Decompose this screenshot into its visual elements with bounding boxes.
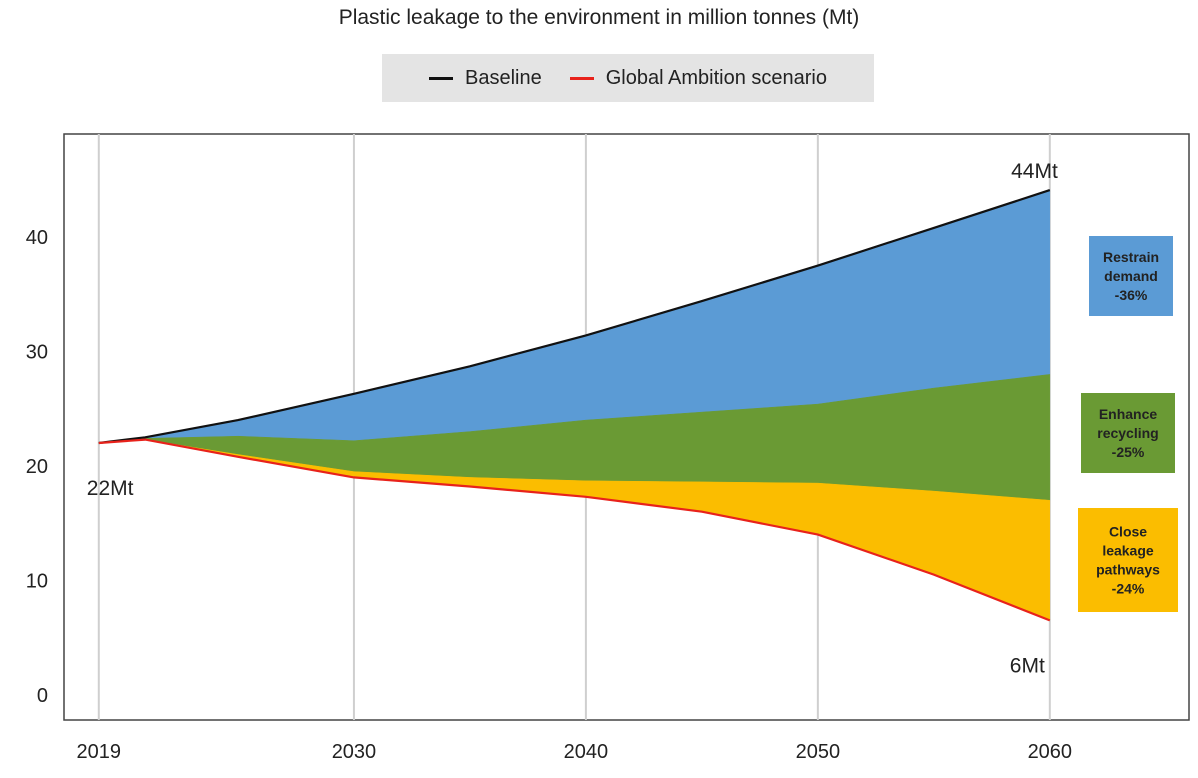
legend-item-global-ambition: Global Ambition scenario — [569, 66, 827, 90]
badge-close-leakage-text: -24% — [1112, 581, 1145, 597]
y-tick-label: 0 — [37, 685, 48, 707]
badge-close-leakage-text: pathways — [1096, 562, 1160, 578]
badge-enhance-recycling-text: -25% — [1112, 444, 1145, 460]
legend-item-baseline: Baseline — [429, 67, 542, 90]
annotation-22mt: 22Mt — [87, 477, 134, 500]
annotation-44mt: 44Mt — [1011, 160, 1058, 183]
legend-label-global-ambition: Global Ambition scenario — [605, 66, 827, 89]
legend: Baseline Global Ambition scenario — [382, 54, 874, 102]
y-tick-label: 40 — [26, 227, 48, 249]
badge-restrain-demand-text: demand — [1104, 268, 1158, 284]
y-tick-label: 30 — [26, 341, 48, 363]
y-tick-label: 20 — [26, 456, 48, 478]
x-tick-label: 2060 — [1028, 741, 1073, 763]
badge-restrain-demand-text: -36% — [1115, 287, 1148, 303]
x-tick-label: 2040 — [564, 741, 609, 763]
badge-close-leakage-text: Close — [1109, 524, 1147, 540]
badge-restrain-demand-text: Restrain — [1103, 249, 1159, 265]
badge-enhance-recycling-text: recycling — [1097, 425, 1158, 441]
series-line-baseline — [98, 189, 1051, 445]
series-line-global-ambition — [98, 438, 1051, 622]
badge-close-leakage — [1078, 508, 1178, 612]
badge-enhance-recycling — [1081, 393, 1175, 473]
legend-swatch-global-ambition — [569, 76, 594, 80]
chart-title: Plastic leakage to the environment in mi… — [338, 6, 860, 29]
x-tick-label: 2050 — [796, 741, 841, 763]
badge-enhance-recycling-text: Enhance — [1099, 406, 1158, 422]
legend-swatch-baseline — [429, 76, 454, 80]
badge-restrain-demand — [1089, 236, 1173, 316]
badge-close-leakage-text: leakage — [1102, 543, 1154, 559]
x-tick-label: 2030 — [332, 741, 377, 763]
x-tick-label: 2019 — [77, 741, 122, 763]
annotation-6mt: 6Mt — [1010, 654, 1045, 677]
y-tick-label: 10 — [26, 570, 48, 592]
legend-label-baseline: Baseline — [465, 66, 542, 89]
